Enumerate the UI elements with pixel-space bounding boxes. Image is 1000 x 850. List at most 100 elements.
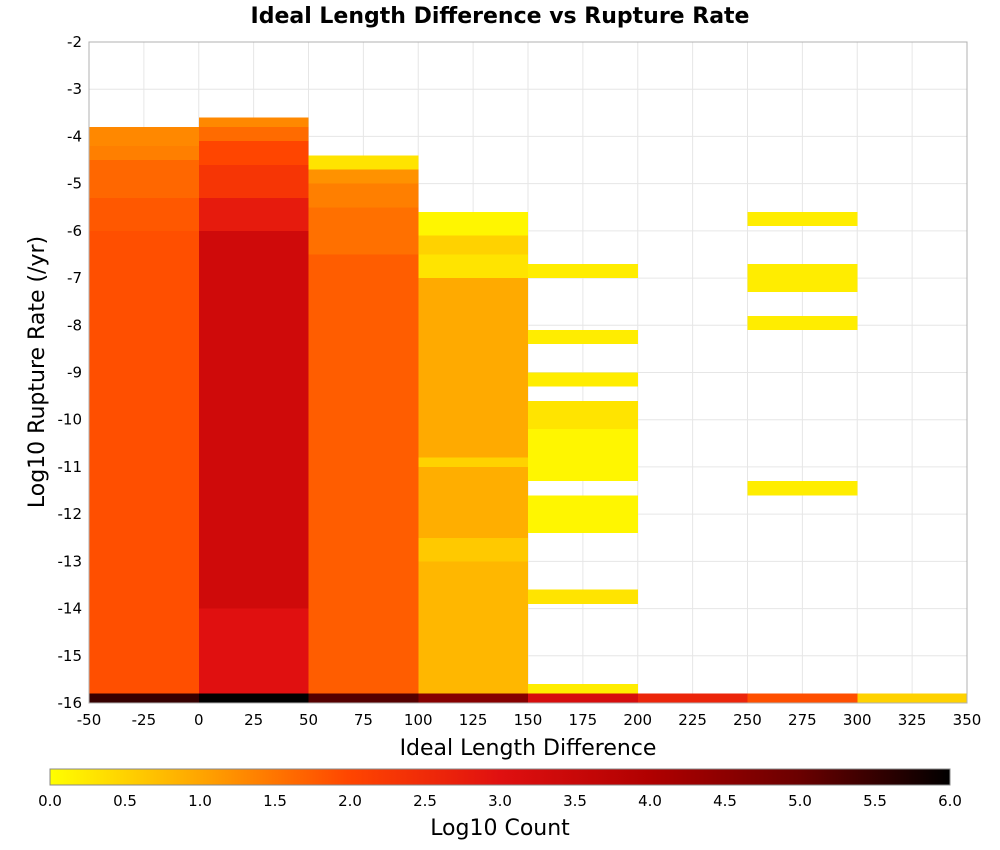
colorbar-tick-label: 4.0 — [638, 792, 662, 810]
colorbar-tick-label: 0.0 — [38, 792, 62, 810]
heatmap-cell — [637, 693, 748, 703]
y-tick-label: -16 — [58, 694, 83, 712]
heatmap-cell — [528, 693, 638, 703]
heatmap-cell — [308, 693, 419, 703]
heatmap-cell — [198, 197, 309, 231]
plot-frame — [88, 41, 968, 704]
x-tick-label: 125 — [459, 711, 488, 729]
heatmap-cell — [418, 235, 528, 255]
colorbar-tick-label: 5.0 — [788, 792, 812, 810]
y-tick-label: -8 — [67, 316, 82, 334]
heatmap-cell — [747, 263, 858, 293]
y-tick-label: -12 — [58, 505, 83, 523]
y-tick-label: -14 — [58, 600, 83, 618]
heatmap-cell — [198, 126, 309, 142]
heatmap-cell — [418, 693, 528, 703]
heatmap-cell — [418, 457, 528, 467]
colorbar-tick-labels: 0.0 0.5 1.0 1.5 2.0 2.5 3.0 3.5 4.0 4.5 5.0 5.5 6.0 — [38, 792, 962, 810]
heatmap-cell — [198, 164, 309, 198]
y-tick-label: -3 — [67, 80, 82, 98]
x-tick-label: 150 — [514, 711, 543, 729]
colorbar-tick-label: 2.0 — [338, 792, 362, 810]
colorbar-tick-label: 2.5 — [413, 792, 437, 810]
heatmap-cell — [308, 254, 419, 694]
colorbar-label: Log10 Count — [430, 816, 570, 841]
heatmap-cell — [418, 211, 528, 236]
x-tick-label: 275 — [788, 711, 817, 729]
heatmap-cell — [198, 608, 309, 694]
heatmap-cell — [89, 126, 199, 146]
y-axis-label: Log10 Rupture Rate (/yr) — [25, 236, 50, 508]
heatmap-cell — [418, 537, 528, 562]
heatmap-cell — [528, 372, 638, 387]
y-tick-label: -4 — [67, 127, 82, 145]
y-tick-label: -13 — [58, 552, 83, 570]
x-tick-label: 200 — [623, 711, 652, 729]
y-tick-label: -9 — [67, 364, 82, 382]
heatmap-cell — [528, 400, 638, 430]
heatmap-cell — [308, 155, 419, 170]
colorbar-tick-label: 3.5 — [563, 792, 587, 810]
x-tick-label: -50 — [77, 711, 102, 729]
colorbar-tick-label: 1.5 — [263, 792, 287, 810]
heatmap-cell — [89, 693, 199, 703]
heatmap-cell — [308, 207, 419, 255]
y-tick-label: -15 — [58, 647, 83, 665]
x-tick-label: 50 — [299, 711, 318, 729]
heatmap-cell — [89, 197, 199, 231]
y-tick-label: -5 — [67, 175, 82, 193]
x-tick-label: 175 — [569, 711, 598, 729]
x-tick-label: 0 — [194, 711, 204, 729]
y-tick-label: -10 — [58, 411, 83, 429]
x-tick-label: 75 — [354, 711, 373, 729]
x-tick-label: 225 — [678, 711, 707, 729]
heatmap-cell — [528, 330, 638, 345]
colorbar-tick-label: 1.0 — [188, 792, 212, 810]
heatmap-cell — [418, 561, 528, 694]
x-axis-label: Ideal Length Difference — [400, 736, 657, 761]
y-tick-label: -6 — [67, 222, 82, 240]
heatmap-cell — [89, 160, 199, 198]
heatmap-cell — [198, 117, 309, 127]
heatmap-cells — [89, 117, 967, 703]
y-tick-label: -11 — [58, 458, 83, 476]
chart-title: Ideal Length Difference vs Rupture Rate — [251, 4, 750, 29]
heatmap-cell — [89, 230, 199, 694]
heatmap-cell — [747, 315, 858, 331]
x-tick-labels: -50 -25 0 25 50 75 100 125 150 175 200 225 250 275 300… — [77, 711, 982, 729]
heatmap-cell — [528, 589, 638, 604]
heatmap-cell — [528, 429, 638, 482]
y-tick-labels: -2 -3 -4 -5 -6 -7 -8 -9 -10 -11 -12 -13 -14 -15 -16 — [58, 33, 83, 712]
heatmap-cell — [308, 169, 419, 184]
heatmap-cell — [528, 495, 638, 534]
x-tick-label: 325 — [898, 711, 927, 729]
heatmap-cell — [418, 278, 528, 458]
x-tick-label: -25 — [132, 711, 157, 729]
x-tick-label: 25 — [244, 711, 263, 729]
y-tick-label: -2 — [67, 33, 82, 51]
x-tick-label: 100 — [404, 711, 433, 729]
heatmap-cell — [198, 230, 309, 609]
colorbar-tick-label: 5.5 — [863, 792, 887, 810]
heatmap-cell — [198, 693, 309, 703]
heatmap-cell — [528, 263, 638, 279]
colorbar-tick-label: 4.5 — [713, 792, 737, 810]
heatmap-cell — [418, 254, 528, 279]
x-tick-label: 350 — [953, 711, 982, 729]
heatmap-cell — [747, 481, 858, 496]
heatmap-cell — [747, 693, 858, 703]
y-tick-label: -7 — [67, 269, 82, 287]
heatmap-cell — [89, 145, 199, 161]
heatmap-cell — [857, 693, 967, 703]
heatmap-cell — [198, 141, 309, 165]
colorbar-tick-label: 0.5 — [113, 792, 137, 810]
heatmap-cell — [747, 211, 858, 227]
heatmap-cell — [418, 466, 528, 538]
x-tick-label: 300 — [843, 711, 872, 729]
colorbar-tick-label: 6.0 — [938, 792, 962, 810]
colorbar-tick-label: 3.0 — [488, 792, 512, 810]
x-tick-label: 250 — [733, 711, 762, 729]
heatmap-cell — [308, 183, 419, 208]
heatmap-cell — [528, 684, 638, 694]
